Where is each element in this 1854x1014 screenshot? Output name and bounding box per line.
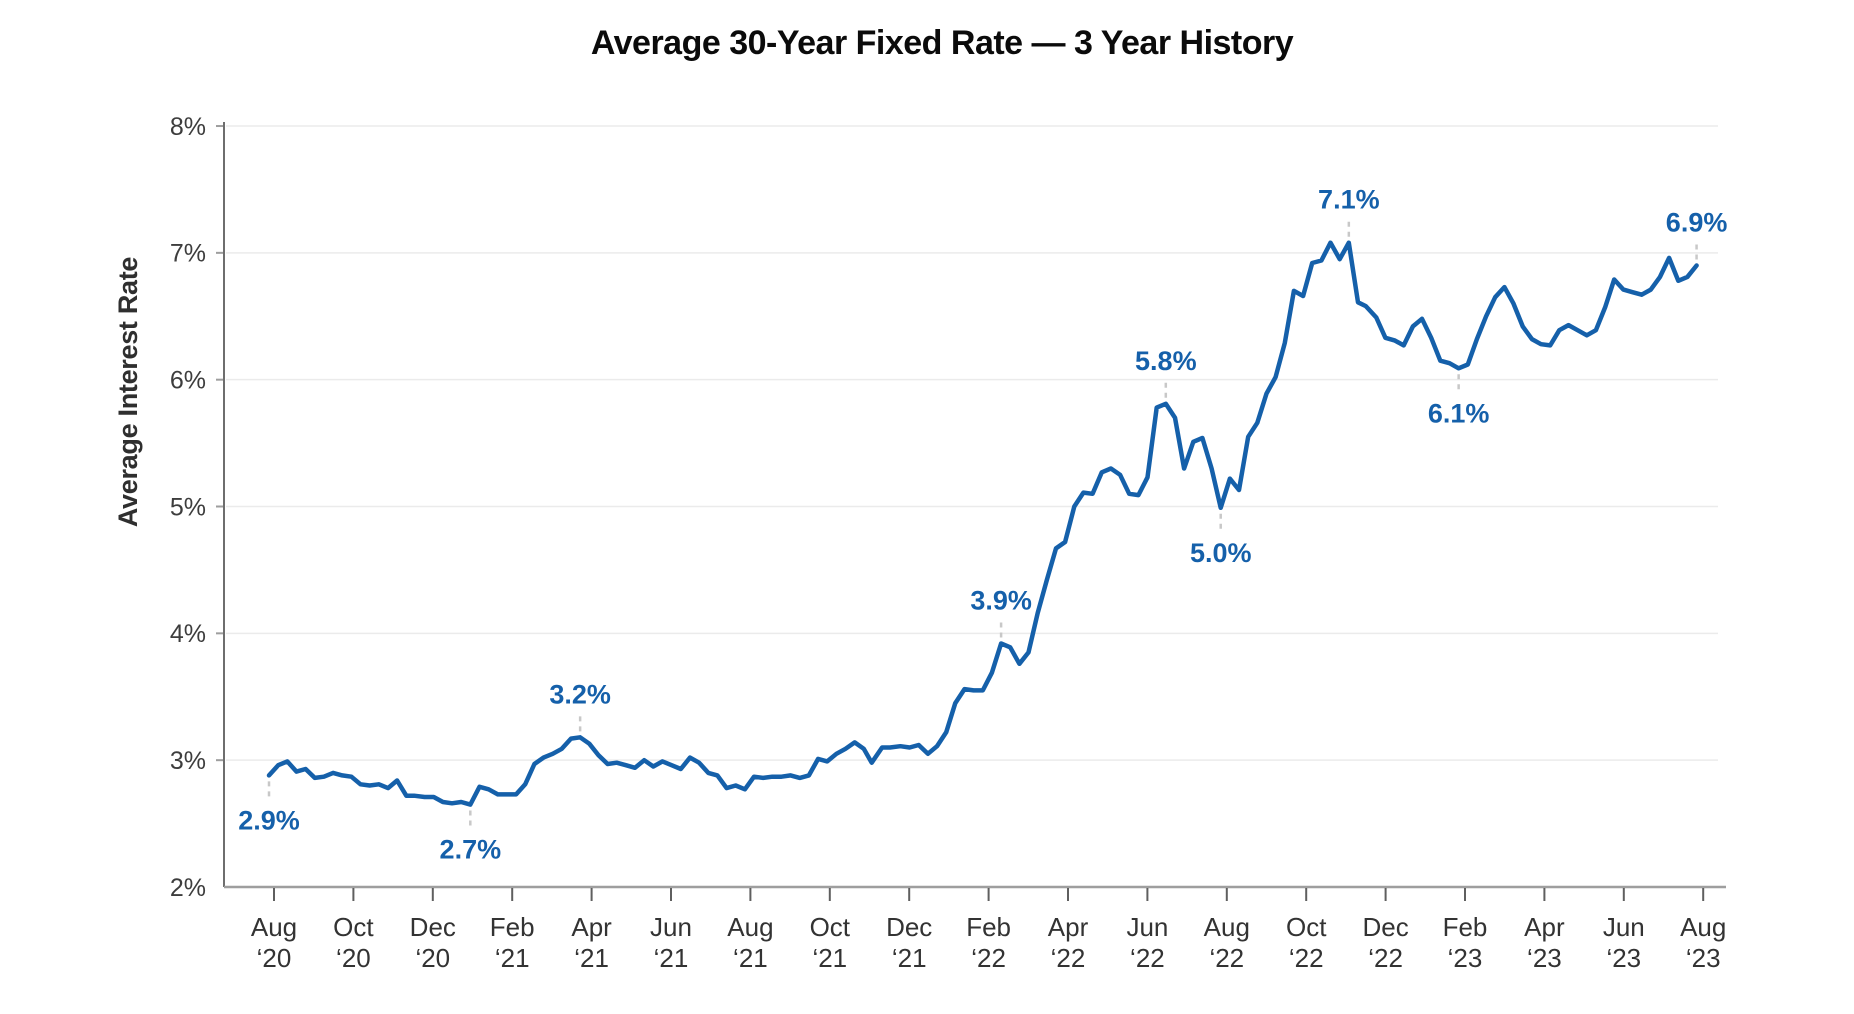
x-tick-label-month: Jun [1126,912,1168,942]
x-tick-label-month: Oct [810,912,851,942]
annotation-label: 3.2% [549,679,611,709]
annotation-label: 6.9% [1666,208,1728,238]
x-tick-label-year: ‘22 [1051,943,1086,973]
x-tick-label-year: ‘20 [336,943,371,973]
x-tick-label-year: ‘23 [1527,943,1562,973]
x-tick-label-month: Feb [490,912,535,942]
x-tick-label-month: Dec [886,912,932,942]
x-tick-label-month: Jun [650,912,692,942]
x-tick-label-year: ‘21 [892,943,927,973]
x-tick-label-year: ‘21 [574,943,609,973]
x-tick-label-month: Apr [1524,912,1565,942]
y-tick-label: 6% [170,366,206,394]
x-tick-label-year: ‘22 [1289,943,1324,973]
x-tick-label-month: Aug [727,912,773,942]
x-tick-label-year: ‘21 [733,943,768,973]
x-tick-label-year: ‘22 [971,943,1006,973]
x-tick-label-year: ‘22 [1368,943,1403,973]
annotation-label: 6.1% [1428,398,1490,428]
y-tick-label: 4% [170,620,206,648]
x-tick-label-month: Feb [1443,912,1488,942]
x-tick-label-year: ‘21 [812,943,847,973]
x-tick-label-month: Dec [410,912,456,942]
x-tick-label-year: ‘20 [257,943,292,973]
x-tick-label-year: ‘23 [1686,943,1721,973]
annotation-label: 5.0% [1190,538,1252,568]
y-tick-label: 5% [170,493,206,521]
x-tick-label-month: Feb [966,912,1011,942]
y-tick-label: 7% [170,240,206,268]
x-tick-label-year: ‘22 [1209,943,1244,973]
x-tick-label-month: Apr [1048,912,1089,942]
x-tick-label-month: Aug [1204,912,1250,942]
annotation-label: 2.9% [238,805,300,835]
x-tick-label-month: Aug [251,912,297,942]
x-tick-label-year: ‘21 [654,943,689,973]
x-tick-label-month: Apr [571,912,612,942]
x-tick-label-month: Oct [1286,912,1327,942]
y-tick-label: 3% [170,747,206,775]
rate-line [266,240,1699,807]
x-tick-label-year: ‘22 [1130,943,1165,973]
x-tick-label-year: ‘23 [1448,943,1483,973]
annotation-label: 3.9% [970,585,1032,615]
x-tick-label-year: ‘23 [1606,943,1641,973]
annotation-label: 2.7% [440,835,502,865]
annotation-label: 7.1% [1318,185,1380,215]
y-axis-title: Average Interest Rate [113,256,143,528]
y-tick-label: 2% [170,874,206,902]
chart-title: Average 30-Year Fixed Rate — 3 Year Hist… [590,24,1294,62]
y-tick-label: 8% [170,113,206,141]
x-tick-label-month: Aug [1680,912,1726,942]
x-tick-label-year: ‘20 [415,943,450,973]
x-tick-label-year: ‘21 [495,943,530,973]
annotation-label: 5.8% [1135,346,1197,376]
x-tick-label-month: Oct [333,912,374,942]
x-tick-label-month: Dec [1362,912,1408,942]
x-tick-label-month: Jun [1603,912,1645,942]
